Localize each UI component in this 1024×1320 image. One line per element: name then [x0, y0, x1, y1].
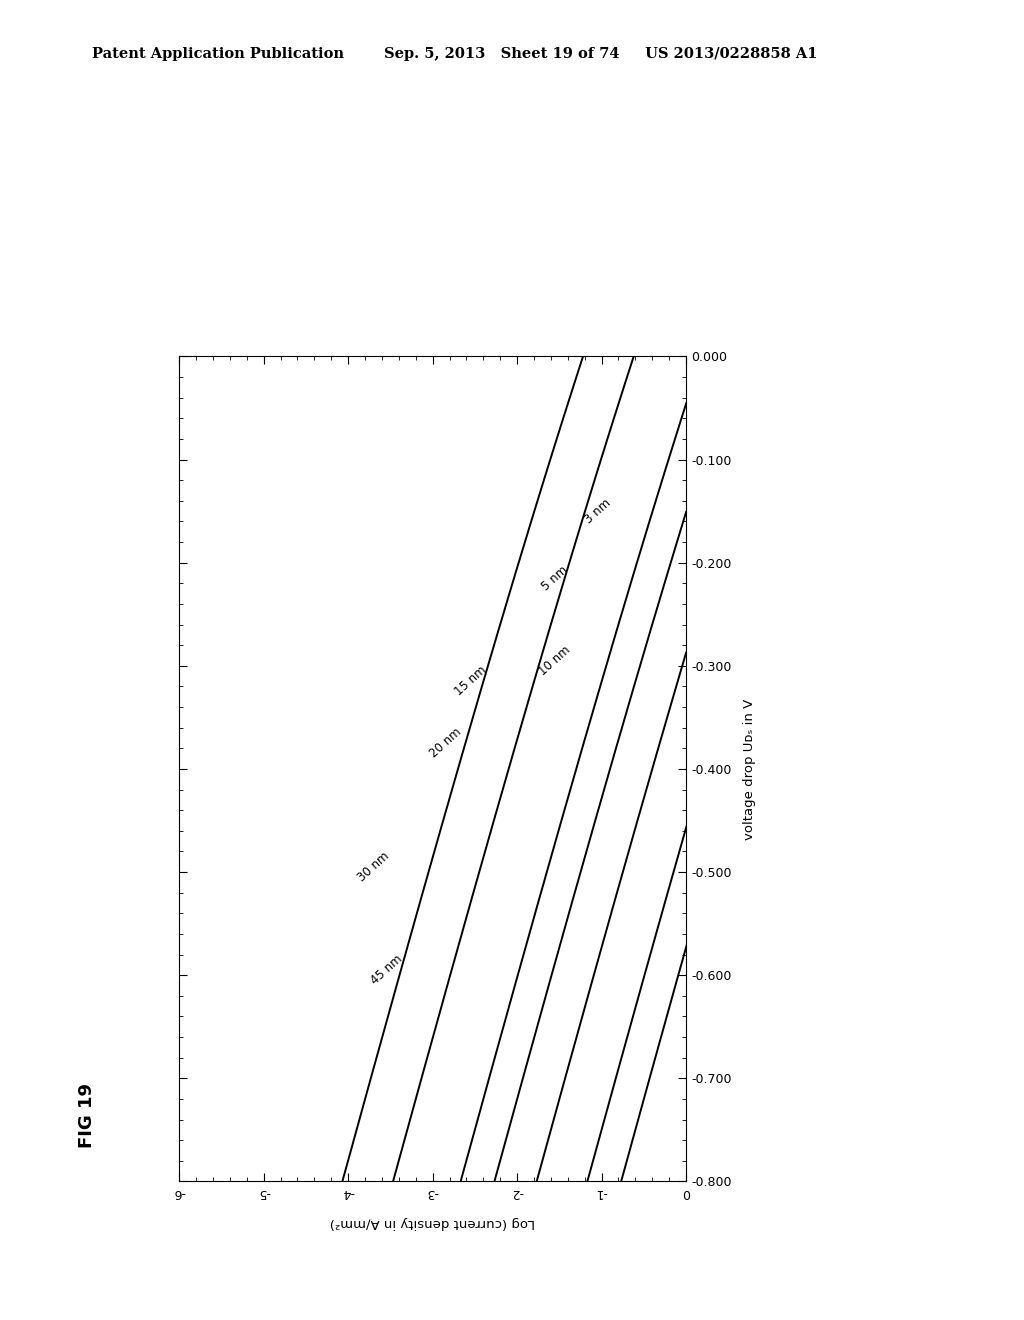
- Text: 10 nm: 10 nm: [537, 643, 573, 678]
- Text: Patent Application Publication: Patent Application Publication: [92, 48, 344, 61]
- Text: 5 nm: 5 nm: [540, 564, 570, 593]
- Text: 3 nm: 3 nm: [582, 496, 613, 525]
- X-axis label: Log (current density in A/mm²): Log (current density in A/mm²): [330, 1216, 536, 1229]
- Text: FIG 19: FIG 19: [78, 1082, 96, 1148]
- Y-axis label: voltage drop Uᴅₛ in V: voltage drop Uᴅₛ in V: [742, 698, 756, 840]
- Text: 15 nm: 15 nm: [453, 664, 489, 698]
- Text: 30 nm: 30 nm: [355, 850, 392, 884]
- Text: Sep. 5, 2013   Sheet 19 of 74     US 2013/0228858 A1: Sep. 5, 2013 Sheet 19 of 74 US 2013/0228…: [384, 48, 817, 61]
- Text: 20 nm: 20 nm: [427, 726, 464, 760]
- Text: 45 nm: 45 nm: [368, 953, 404, 987]
